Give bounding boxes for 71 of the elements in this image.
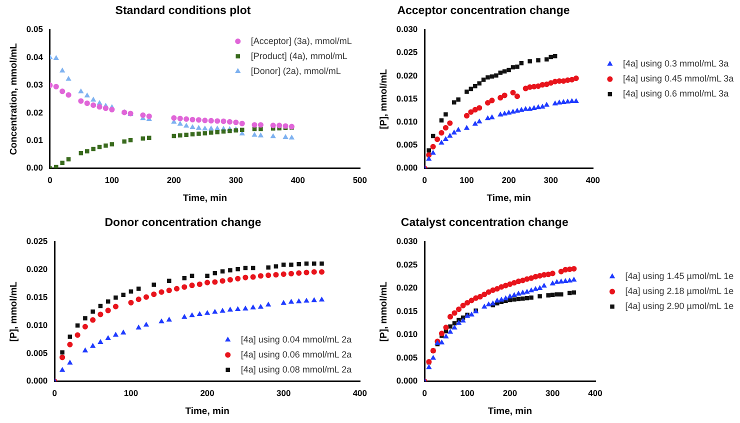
x-tick-label: 300 (546, 388, 560, 398)
x-tick-label: 500 (352, 174, 368, 185)
y-tick-label: 0.000 (396, 162, 418, 173)
x-tick-label: 200 (502, 174, 516, 185)
y-tick-label: 0.02 (26, 107, 44, 118)
y-tick-label: 0.010 (396, 329, 418, 340)
x-tick-label: 300 (276, 388, 291, 398)
y-axis-title: [P], mmol/mL (378, 68, 390, 130)
y-tick-label: 0.010 (26, 320, 48, 330)
chart-title: Catalyst concentration change (400, 217, 568, 230)
y-tick-label: 0.00 (26, 162, 44, 173)
y-tick-label: 0.025 (396, 47, 418, 58)
legend-label: [Product] (4a), mmol/mL (250, 50, 348, 61)
legend-label: [4a] using 2.90 µmol/mL 1e (625, 301, 734, 312)
y-tick-label: 0.030 (396, 24, 418, 34)
y-axis-title: Concentration, mmol/mL (8, 42, 20, 156)
x-tick-label: 200 (502, 388, 518, 398)
y-tick-label: 0.005 (396, 352, 418, 362)
x-axis-title: Time, min (486, 192, 532, 204)
y-tick-label: 0.010 (396, 116, 418, 127)
x-tick-label: 300 (544, 174, 558, 185)
x-tick-label: 0 (422, 174, 428, 185)
x-tick-label: 0 (422, 388, 428, 398)
y-tick-label: 0.000 (26, 376, 48, 386)
legend-label: [4a] using 0.08 mmol/mL 2a (240, 364, 352, 374)
x-axis-title: Time, min (185, 406, 230, 417)
legend-label: [4a] using 0.3 mmol/mL 3a (622, 58, 729, 69)
y-tick-label: 0.020 (396, 282, 418, 293)
x-axis-title: Time, min (488, 406, 532, 417)
x-tick-label: 400 (588, 388, 603, 398)
y-tick-label: 0.015 (396, 93, 418, 104)
x-tick-label: 200 (166, 174, 182, 185)
x-tick-label: 300 (228, 174, 244, 185)
y-tick-label: 0.01 (26, 135, 44, 146)
y-tick-label: 0.03 (26, 80, 44, 90)
legend-label: [4a] using 0.06 mmol/mL 2a (240, 349, 352, 360)
y-tick-label: 0.000 (396, 376, 418, 386)
legend-label: [Acceptor] (3a), mmol/mL (250, 36, 352, 46)
x-tick-label: 100 (104, 174, 120, 185)
legend-label: [4a] using 2.18 µmol/mL 1e (625, 286, 734, 296)
y-tick-label: 0.005 (26, 348, 48, 358)
y-tick-label: 0.020 (396, 70, 418, 80)
legend-label: [4a] using 0.45 mmol/mL 3a (622, 74, 734, 84)
legend-label: [4a] using 0.04 mmol/mL 2a (240, 334, 352, 344)
y-tick-label: 0.025 (396, 259, 418, 270)
x-tick-label: 200 (200, 388, 215, 398)
chart-title: Donor concentration change (104, 217, 262, 230)
legend-label: [4a] using 0.6 mmol/mL 3a (622, 88, 729, 99)
y-tick-label: 0.015 (396, 306, 418, 316)
y-tick-label: 0.05 (26, 24, 44, 34)
y-tick-label: 0.015 (26, 292, 48, 302)
x-tick-label: 100 (124, 388, 138, 398)
x-tick-label: 400 (586, 174, 600, 185)
x-tick-label: 100 (460, 388, 475, 398)
y-tick-label: 0.005 (396, 140, 418, 150)
y-tick-label: 0.020 (26, 264, 48, 274)
x-tick-label: 400 (290, 174, 306, 185)
y-tick-label: 0.025 (26, 236, 48, 246)
x-tick-label: 0 (48, 174, 53, 185)
chart-title: Acceptor concentration change (397, 5, 570, 18)
x-tick-label: 400 (352, 388, 368, 398)
legend-label: [Donor] (2a), mmol/mL (250, 66, 341, 76)
chart-title: Standard conditions plot (115, 5, 251, 18)
y-axis-title: [P], mmol/mL (378, 281, 390, 342)
x-tick-label: 0 (52, 388, 58, 398)
y-axis-title: [P], mmol/mL (8, 281, 20, 342)
legend-label: [4a] using 1.45 µmol/mL 1e (625, 271, 734, 282)
x-axis-title: Time, min (182, 192, 228, 204)
y-tick-label: 0.04 (26, 52, 44, 62)
y-tick-label: 0.030 (396, 236, 418, 246)
x-tick-label: 100 (460, 174, 474, 185)
